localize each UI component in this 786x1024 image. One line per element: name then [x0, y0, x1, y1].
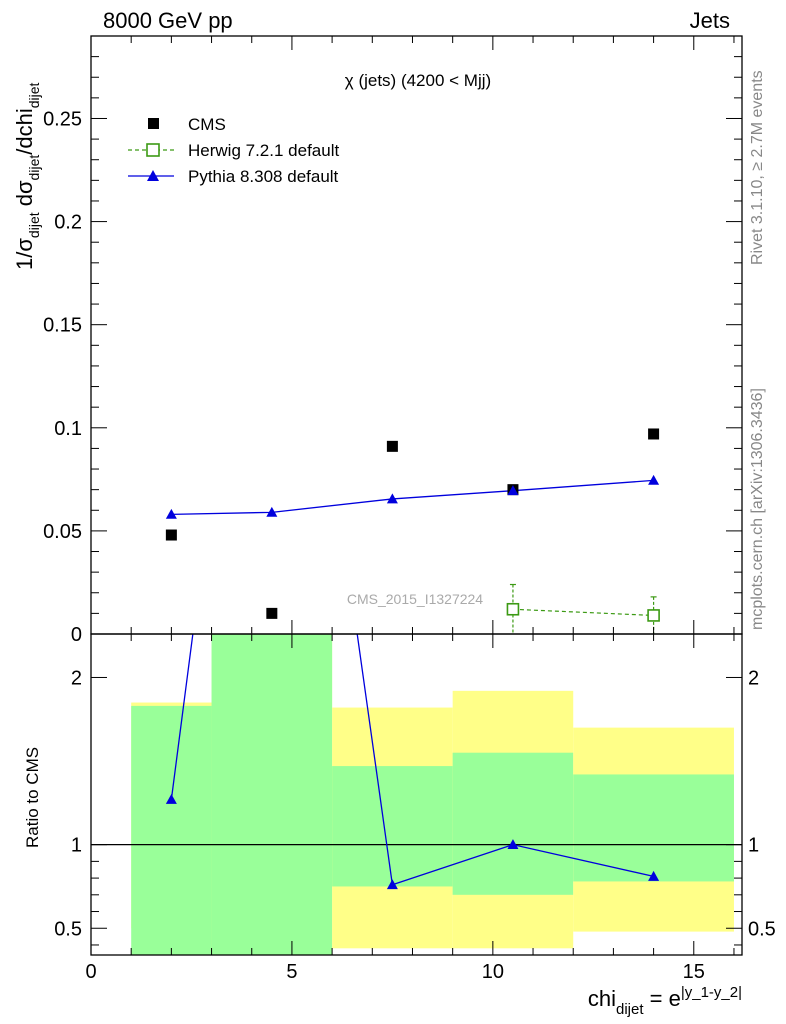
ratio-pythia-point: [266, 20, 277, 30]
ratio-band-inner: [131, 705, 212, 955]
main-y-axis-label: 1/σdijet dσdijet/dchidijet: [12, 82, 42, 270]
main-y-tick-label: 0.15: [43, 315, 82, 337]
herwig-point: [647, 609, 660, 622]
legend-label-pythia: Pythia 8.308 default: [188, 167, 339, 186]
ratio-y-tick-label: 2: [71, 667, 82, 689]
analysis-watermark: CMS_2015_I1327224: [347, 591, 483, 607]
ratio-pythia-point: [648, 870, 660, 881]
pythia-point: [386, 493, 398, 504]
main-series: [165, 428, 660, 634]
main-plot-title: χ (jets) (4200 < Mjj): [345, 71, 491, 90]
main-y-tick-label: 0.25: [43, 108, 82, 130]
ratio-pythia-point: [507, 839, 519, 850]
ratio-y-tick-label: 0.5: [54, 918, 82, 940]
legend-marker-cms: [148, 118, 159, 129]
cms-point: [266, 607, 278, 619]
pythia-point: [648, 474, 660, 485]
pythia-line: [171, 479, 654, 516]
ratio-band-inner: [452, 752, 574, 895]
x-tick-label: 0: [85, 961, 96, 983]
legend-label-herwig: Herwig 7.2.1 default: [188, 141, 339, 160]
rivet-label: Rivet 3.1.10, ≥ 2.7M events: [749, 70, 766, 265]
ratio-uncertainty-bands: [131, 634, 734, 955]
ratio-y-tick-label-right: 2: [748, 667, 759, 689]
legend-marker-pythia: [147, 170, 159, 181]
x-tick-label: 5: [286, 961, 297, 983]
herwig-point: [506, 602, 520, 616]
main-y-tick-label: 0.05: [43, 521, 82, 543]
x-axis-label: chidijet = e|y_1-y_2|: [588, 984, 742, 1018]
ratio-pythia-point: [165, 794, 177, 804]
pythia-point: [266, 506, 278, 517]
legend-marker-herwig: [146, 143, 160, 157]
ratio-frame: [90, 633, 743, 956]
herwig-line: [512, 608, 654, 617]
pythia-point: [165, 508, 177, 519]
main-y-zero-label: 0: [71, 624, 82, 646]
ratio-y-tick-label-right: 1: [748, 835, 759, 857]
ratio-y-axis-label: Ratio to CMS: [23, 747, 42, 848]
header-right: Jets: [690, 8, 730, 33]
main-y-tick-label: 0.1: [54, 418, 82, 440]
ratio-y-tick-label-right: 0.5: [748, 918, 776, 940]
ratio-series-pythia: [165, 20, 660, 890]
legend: CMS Herwig 7.2.1 default Pythia 8.308 de…: [128, 115, 339, 186]
ratio-y-tick-label: 1: [71, 835, 82, 857]
cms-point: [386, 440, 398, 452]
ratio-band-inner: [211, 634, 333, 955]
x-tick-label: 10: [482, 961, 504, 983]
main-y-tick-label: 0.2: [54, 212, 82, 234]
cms-point: [165, 529, 177, 541]
legend-label-cms: CMS: [188, 115, 226, 134]
cms-point: [648, 428, 660, 440]
ratio-band-inner: [573, 774, 734, 882]
ratio-band-inner: [332, 766, 453, 887]
pythia-point: [507, 485, 519, 496]
header-left: 8000 GeV pp: [103, 8, 233, 33]
ratio-pythia-point: [386, 879, 398, 890]
x-tick-label: 15: [683, 961, 705, 983]
mcplots-label: mcplots.cern.ch [arXiv:1306.3436]: [749, 388, 766, 630]
